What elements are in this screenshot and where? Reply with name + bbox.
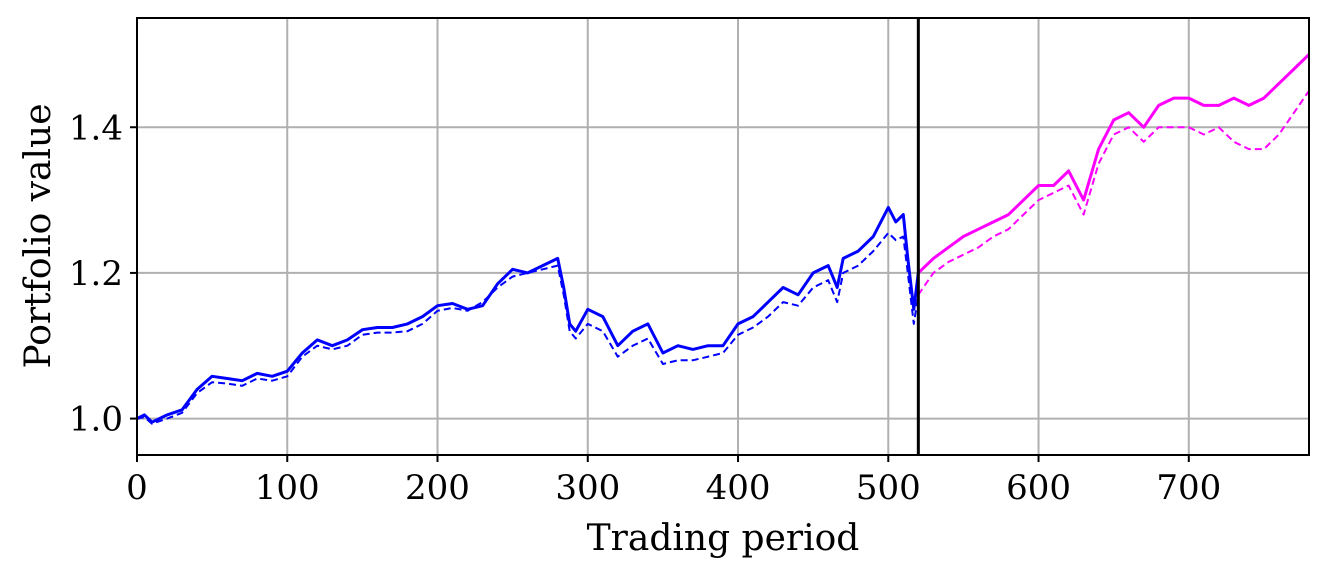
series-solid-train-line [136, 205, 920, 424]
y-tick-label: 1.0 [69, 400, 123, 440]
series-lines [136, 53, 1311, 425]
x-tick-label: 700 [1156, 468, 1221, 508]
y-axis-ticks: 1.0 1.2 1.4 [69, 108, 137, 440]
x-axis-ticks: 0 100 200 300 400 500 600 700 [126, 455, 1221, 508]
x-tick-label: 0 [126, 468, 148, 508]
x-tick-label: 300 [555, 468, 620, 508]
x-axis-label: Trading period [587, 518, 860, 559]
grid [136, 18, 1309, 455]
y-tick-label: 1.2 [69, 254, 123, 294]
x-tick-label: 500 [856, 468, 921, 508]
series-solid-test-line [917, 53, 1311, 274]
x-tick-label: 200 [405, 468, 470, 508]
y-axis-label: Portfolio value [18, 103, 59, 368]
y-tick-label: 1.4 [69, 108, 123, 148]
plot-area-frame [136, 17, 1310, 456]
series-dashed-train-line [136, 231, 920, 425]
x-tick-label: 600 [1006, 468, 1071, 508]
x-tick-label: 400 [706, 468, 771, 508]
x-tick-label: 100 [255, 468, 320, 508]
